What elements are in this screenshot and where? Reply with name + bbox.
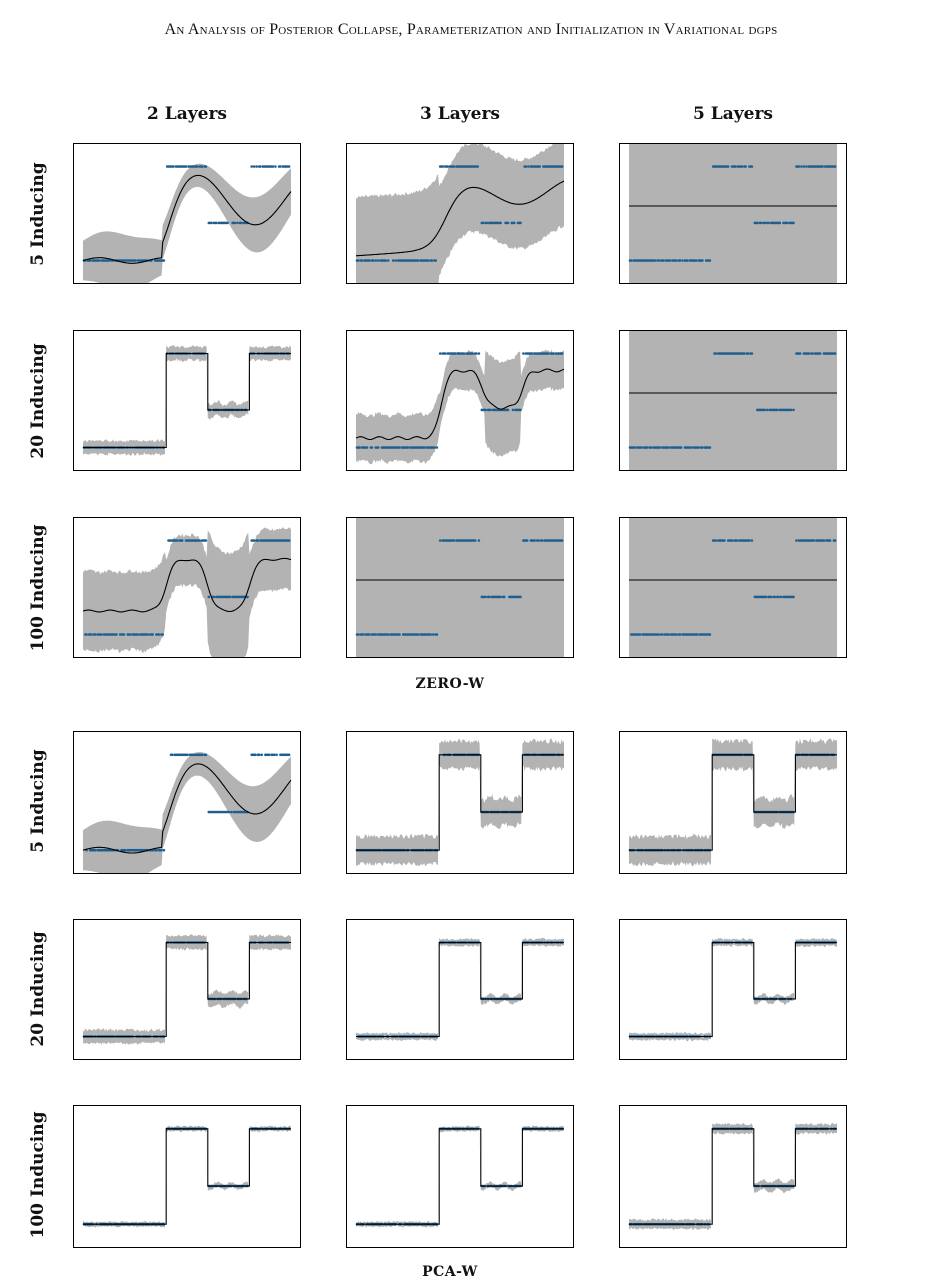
data-points	[630, 539, 837, 636]
column-title-3-layers: 3 Layers	[420, 104, 500, 124]
panel-frame	[73, 1105, 301, 1248]
panel-frame	[346, 517, 574, 658]
predictive-mean	[355, 368, 565, 441]
panel-14	[619, 919, 847, 1060]
panel-frame	[73, 731, 301, 874]
uncertainty-band	[83, 1125, 291, 1228]
panel-frame	[619, 1105, 847, 1248]
panel-frame	[346, 143, 574, 284]
section-label-pca-w: PCA-W	[422, 1264, 478, 1280]
panel-6	[73, 517, 301, 658]
predictive-mean	[82, 763, 292, 854]
panel-10	[346, 731, 574, 874]
predictive-mean	[82, 557, 292, 613]
panel-frame	[619, 517, 847, 658]
panel-frame	[73, 143, 301, 284]
uncertainty-band	[356, 1125, 564, 1228]
panel-13	[346, 919, 574, 1060]
panel-frame	[619, 143, 847, 284]
panel-frame	[619, 919, 847, 1060]
uncertainty-band	[83, 934, 291, 1045]
panel-1	[346, 143, 574, 284]
predictive-mean	[356, 754, 564, 851]
data-points	[628, 941, 837, 1038]
data-points	[82, 1127, 291, 1226]
panel-frame	[619, 731, 847, 874]
panel-frame	[346, 1105, 574, 1248]
running-header: An Analysis of Posterior Collapse, Param…	[164, 21, 778, 38]
uncertainty-band	[629, 1122, 837, 1231]
predictive-mean	[82, 174, 292, 264]
data-points	[82, 941, 290, 1038]
data-points	[355, 352, 564, 449]
data-points	[355, 1127, 564, 1226]
uncertainty-band	[83, 527, 291, 658]
data-points	[628, 352, 837, 449]
panel-5	[619, 330, 847, 471]
uncertainty-band	[356, 738, 564, 867]
panel-frame	[73, 330, 301, 471]
panel-frame	[73, 517, 301, 658]
data-points	[357, 941, 564, 1038]
panel-11	[619, 731, 847, 874]
section-label-zero-w: ZERO-W	[415, 676, 485, 692]
column-title-2-layers: 2 Layers	[147, 104, 227, 124]
panel-frame	[619, 330, 847, 471]
predictive-mean	[356, 1128, 564, 1225]
predictive-mean	[355, 180, 565, 257]
panel-7	[346, 517, 574, 658]
uncertainty-band	[629, 330, 837, 471]
predictive-mean	[629, 754, 837, 851]
predictive-mean	[83, 1128, 291, 1225]
uncertainty-band	[629, 937, 837, 1042]
column-title-5-layers: 5 Layers	[693, 104, 773, 124]
panel-frame	[73, 919, 301, 1060]
panel-15	[73, 1105, 301, 1248]
uncertainty-band	[356, 143, 564, 284]
data-points	[355, 539, 564, 636]
panel-frame	[346, 330, 574, 471]
panel-12	[73, 919, 301, 1060]
predictive-mean	[629, 941, 837, 1038]
panel-0	[73, 143, 301, 284]
panel-frame	[346, 731, 574, 874]
panel-9	[73, 731, 301, 874]
data-points	[628, 165, 837, 262]
panel-frame	[346, 919, 574, 1060]
panel-2	[619, 143, 847, 284]
predictive-mean	[83, 352, 291, 449]
uncertainty-band	[83, 752, 291, 874]
uncertainty-band	[356, 517, 564, 658]
uncertainty-band	[356, 349, 564, 465]
predictive-mean	[356, 941, 564, 1038]
uncertainty-band	[629, 517, 837, 658]
panel-3	[73, 330, 301, 471]
predictive-mean	[629, 1128, 837, 1225]
panel-16	[346, 1105, 574, 1248]
uncertainty-band	[356, 937, 564, 1042]
panel-17	[619, 1105, 847, 1248]
uncertainty-band	[629, 143, 837, 284]
data-points	[628, 1127, 837, 1226]
data-points	[82, 352, 291, 449]
panel-4	[346, 330, 574, 471]
data-points	[355, 165, 564, 262]
data-points	[84, 539, 291, 636]
uncertainty-band	[629, 738, 837, 867]
predictive-mean	[83, 941, 291, 1038]
uncertainty-band	[83, 345, 291, 456]
uncertainty-band	[83, 163, 291, 284]
panel-8	[619, 517, 847, 658]
